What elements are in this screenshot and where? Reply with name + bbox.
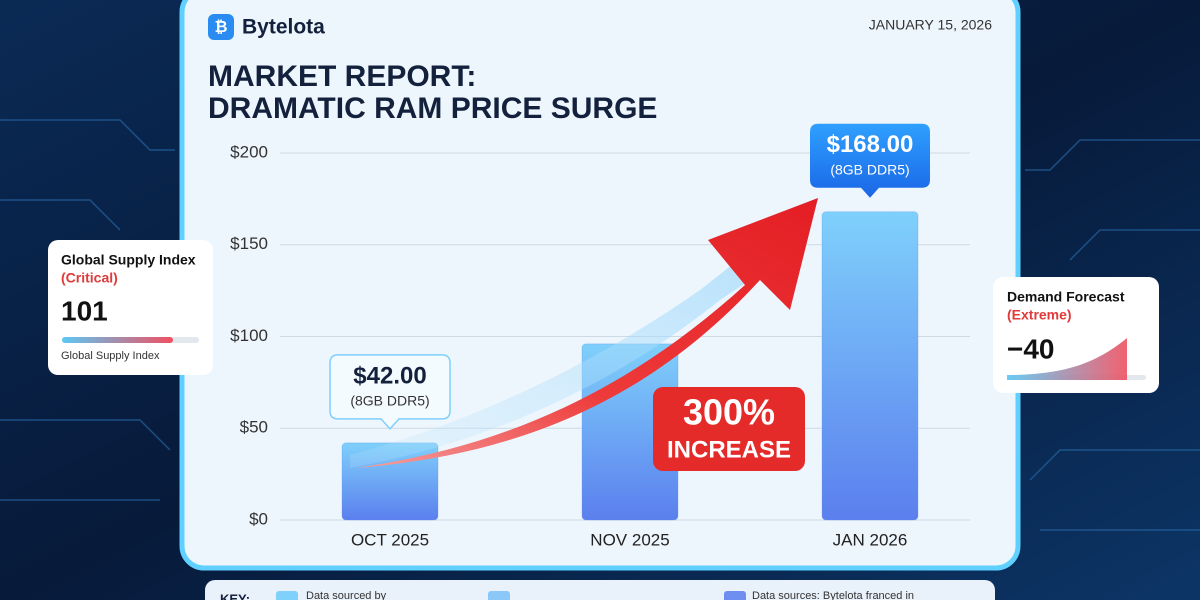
card-status: (Extreme) (1007, 307, 1072, 323)
key-item: Data sources: Bytelota franced in (752, 590, 914, 600)
value-label-note: (8GB DDR5) (830, 161, 909, 177)
plot: $0 $50 $100 $150 $200 OCT 2025 NOV 2025 JAN 202… (230, 142, 970, 549)
key-strip (205, 580, 995, 600)
key-swatch (488, 591, 510, 600)
value-label: $42.00 (353, 362, 426, 389)
brand: Bytelota (242, 16, 325, 39)
meter (62, 337, 173, 343)
key-label: KEY: (220, 591, 250, 600)
card-value: 101 (61, 295, 108, 326)
annotation: INCREASE (667, 436, 791, 463)
x-tick-label: OCT 2025 (351, 530, 429, 549)
meter (1007, 338, 1127, 380)
title: DRAMATIC RAM PRICE SURGE (208, 92, 657, 125)
title: MARKET REPORT: (208, 60, 476, 93)
key-swatch (724, 591, 746, 600)
annotation-box (653, 387, 805, 471)
callout (810, 123, 930, 198)
date: JANUARY 15, 2026 (869, 17, 992, 33)
y-tick-label: $150 (230, 234, 268, 253)
value-label: $168.00 (827, 131, 914, 158)
circuit-lines (0, 119, 1200, 531)
y-tick-label: $200 (230, 142, 268, 161)
logo-glyph: ₿ (214, 18, 227, 36)
value-labels: $42.00 (8GB DDR5) $168.00 (8GB DDR5) (329, 123, 930, 431)
x-tick-label: NOV 2025 (590, 530, 669, 549)
bar (821, 211, 919, 521)
card-title: Global Supply Index (61, 252, 196, 268)
value-label-note: (8GB DDR5) (350, 393, 429, 409)
key-item: Data sourced by (306, 590, 387, 600)
key-swatch (276, 591, 298, 600)
annotation: 300% (683, 392, 775, 433)
brand-logo (208, 14, 234, 40)
trend-arrow (355, 198, 818, 468)
y-tick-label: $50 (240, 418, 268, 437)
x-tick-label: JAN 2026 (833, 530, 908, 549)
card-title: Demand Forecast (1007, 289, 1125, 305)
y-tick-label: $100 (230, 326, 268, 345)
y-tick-label: $0 (249, 509, 268, 528)
card-caption: Global Supply Index (61, 350, 160, 362)
trend-band (350, 235, 780, 468)
card-value: −40 (1007, 333, 1055, 364)
card-status: (Critical) (61, 270, 118, 286)
callout (329, 354, 451, 431)
